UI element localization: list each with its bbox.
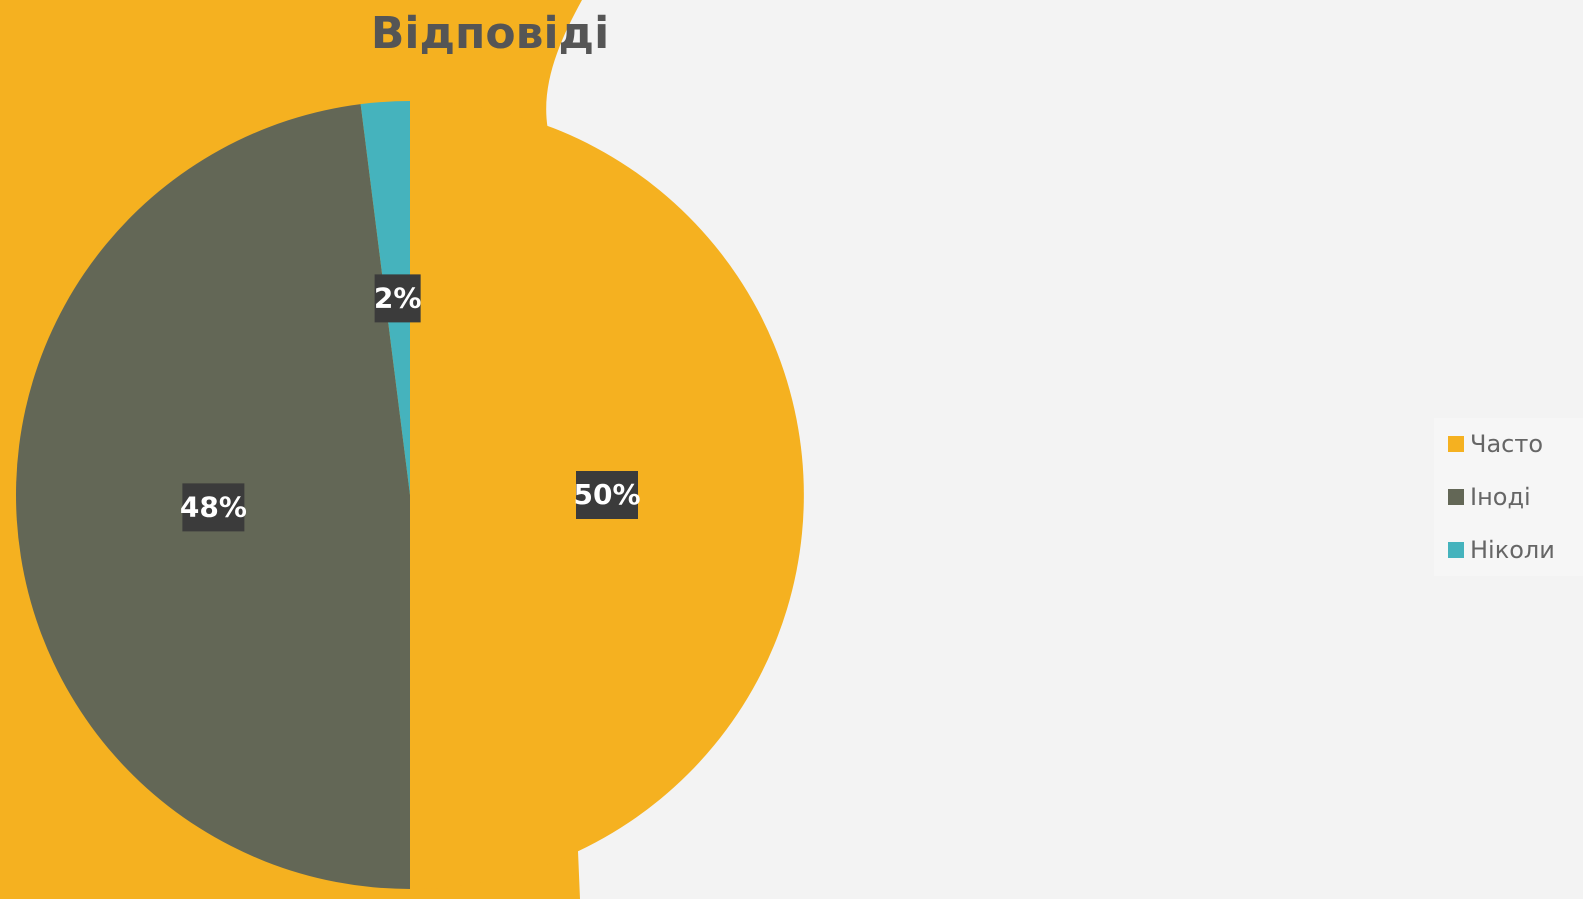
legend-label: Ніколи bbox=[1470, 536, 1555, 564]
data-label-box bbox=[182, 483, 245, 532]
legend-swatch bbox=[1448, 542, 1464, 558]
data-label: 2% bbox=[374, 281, 422, 314]
legend-label: Часто bbox=[1470, 430, 1543, 458]
data-label-box bbox=[374, 274, 421, 323]
legend-swatch bbox=[1448, 489, 1464, 505]
data-label: 48% bbox=[180, 490, 247, 523]
legend-label: Іноді bbox=[1470, 483, 1531, 511]
legend-swatch bbox=[1448, 436, 1464, 452]
chart-title: Відповіді bbox=[371, 8, 609, 59]
data-label: 50% bbox=[573, 478, 640, 511]
data-label-box bbox=[576, 471, 638, 519]
